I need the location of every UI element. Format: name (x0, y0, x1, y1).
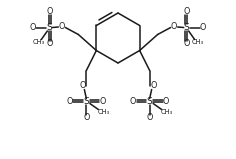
Text: CH₃: CH₃ (160, 108, 173, 114)
Text: O: O (200, 23, 206, 32)
Text: O: O (183, 7, 190, 15)
Text: O: O (46, 39, 53, 48)
Text: O: O (171, 22, 177, 31)
Text: O: O (30, 23, 36, 32)
Text: S: S (46, 23, 52, 32)
Text: CH₃: CH₃ (32, 39, 44, 45)
Text: O: O (67, 97, 73, 106)
Text: O: O (79, 81, 85, 90)
Text: S: S (184, 23, 190, 32)
Text: O: O (163, 97, 169, 106)
Text: O: O (46, 7, 53, 15)
Text: S: S (147, 97, 152, 106)
Text: O: O (100, 97, 106, 106)
Text: O: O (83, 114, 89, 122)
Text: O: O (59, 22, 65, 31)
Text: CH₃: CH₃ (192, 39, 204, 45)
Text: O: O (147, 114, 153, 122)
Text: O: O (130, 97, 136, 106)
Text: CH₃: CH₃ (97, 108, 110, 114)
Text: O: O (151, 81, 157, 90)
Text: O: O (183, 39, 190, 48)
Text: S: S (84, 97, 89, 106)
